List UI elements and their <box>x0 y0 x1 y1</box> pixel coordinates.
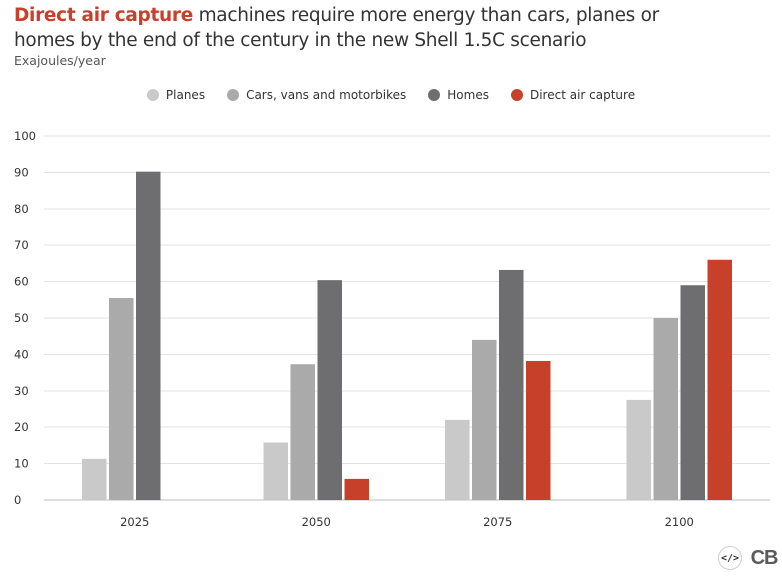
bar <box>626 399 651 500</box>
x-tick-label: 2050 <box>302 515 331 529</box>
y-tick-label: 100 <box>14 129 36 143</box>
legend-item[interactable]: Direct air capture <box>510 88 636 102</box>
chart-legend: Planes Cars, vans and motorbikes Homes Dire… <box>0 88 782 102</box>
legend-swatch <box>227 89 240 101</box>
bar <box>317 280 342 500</box>
y-tick-label: 30 <box>14 384 29 398</box>
y-tick-label: 70 <box>14 238 29 252</box>
x-tick-label: 2100 <box>665 515 694 529</box>
legend-swatch <box>146 89 159 101</box>
chart-title-highlight: Direct air capture <box>14 5 193 26</box>
bar <box>653 318 678 500</box>
bar <box>290 364 315 500</box>
bar <box>263 442 288 500</box>
y-tick-label: 20 <box>14 420 29 434</box>
bar <box>445 419 470 500</box>
bar <box>472 339 497 500</box>
bar <box>526 360 551 500</box>
legend-swatch <box>428 89 441 101</box>
y-tick-label: 80 <box>14 202 29 216</box>
legend-swatch <box>510 89 523 101</box>
y-tick-label: 40 <box>14 347 29 361</box>
bar <box>136 171 161 500</box>
legend-label: Homes <box>447 88 489 102</box>
bar <box>344 478 369 500</box>
bar <box>499 269 524 500</box>
code-embed-icon[interactable]: </> <box>718 546 742 570</box>
legend-item[interactable]: Cars, vans and motorbikes <box>227 88 406 102</box>
legend-item[interactable]: Homes <box>428 88 489 102</box>
y-tick-label: 10 <box>14 457 29 471</box>
x-tick-label: 2075 <box>483 515 512 529</box>
chart-title-rest: machines require more energy than cars, … <box>14 5 659 51</box>
bar <box>707 259 732 500</box>
legend-label: Planes <box>165 88 206 102</box>
bar <box>680 285 705 500</box>
carbon-brief-logo: CB <box>750 546 779 569</box>
y-tick-label: 60 <box>14 275 29 289</box>
bar <box>109 297 134 500</box>
chart-title: Direct air capture machines require more… <box>14 3 714 53</box>
x-tick-label: 2025 <box>120 515 149 529</box>
y-tick-label: 90 <box>14 165 29 179</box>
bar <box>82 458 107 500</box>
legend-label: Direct air capture <box>529 88 636 102</box>
legend-item[interactable]: Planes <box>146 88 206 102</box>
y-tick-label: 50 <box>14 311 29 325</box>
y-tick-label: 0 <box>14 493 21 507</box>
legend-label: Cars, vans and motorbikes <box>246 88 407 102</box>
chart-subtitle: Exajoules/year <box>14 53 106 68</box>
